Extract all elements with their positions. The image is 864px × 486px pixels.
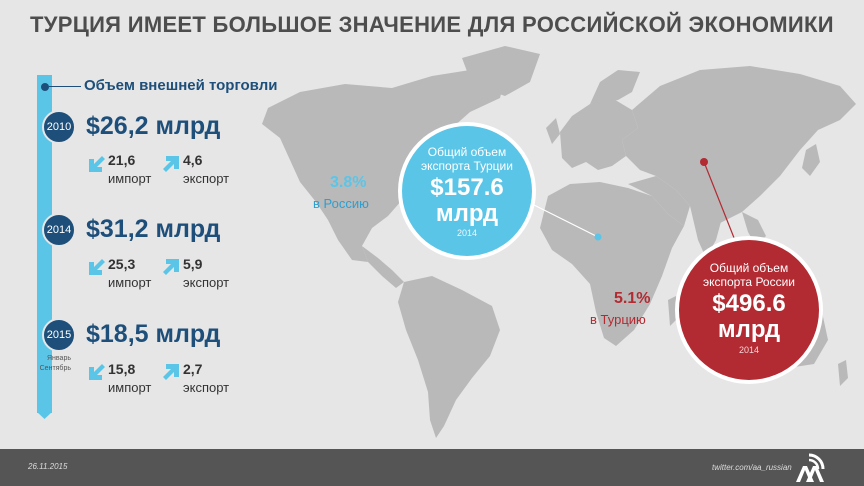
timeline-connector (49, 86, 81, 87)
russia-circle-value: $496.6 (712, 290, 786, 317)
trade-amount-2015: $18,5 млрд (86, 320, 221, 348)
russia-circle-unit: млрд (717, 316, 781, 343)
period-note-end: Сентябрь (39, 365, 71, 372)
turkey-share-percent: 3.8% (330, 174, 367, 191)
import-label-2015: импорт (108, 380, 152, 395)
export-value-2015: 2,7 (183, 361, 203, 377)
footer-date: 26.11.2015 (28, 462, 68, 471)
russia-circle-year: 2014 (738, 345, 760, 355)
arrow-up-right-icon (163, 259, 179, 275)
period-note: Январь Сентябрь (35, 354, 71, 374)
footer-twitter[interactable]: twitter.com/aa_russian (712, 463, 792, 472)
export-label-2015: экспорт (183, 380, 230, 395)
arrow-up-right-icon (163, 364, 179, 380)
trade-amount-2014: $31,2 млрд (86, 215, 221, 243)
turkey-share-label: в Россию (313, 196, 369, 211)
arrow-down-left-icon (89, 259, 105, 275)
turkey-circle-year: 2014 (456, 228, 478, 238)
turkey-circle-line2: экспорта Турции (421, 159, 513, 173)
export-value-2014: 5,9 (183, 256, 203, 272)
footer-bar (0, 449, 864, 486)
page-title: ТУРЦИЯ ИМЕЕТ БОЛЬШОЕ ЗНАЧЕНИЕ ДЛЯ РОССИЙ… (30, 12, 834, 37)
import-value-2015: 15,8 (108, 361, 136, 377)
export-label-2014: экспорт (183, 275, 230, 290)
aa-logo-icon (796, 453, 825, 482)
turkey-export-circle: Общий объем экспорта Турции $157.6 млрд … (402, 126, 532, 256)
import-label-2010: импорт (108, 171, 152, 186)
turkey-circle-unit: млрд (435, 200, 499, 227)
year-badge-2010: 2010 (42, 110, 76, 144)
russia-circle-line2: экспорта России (702, 275, 795, 289)
russia-share-percent: 5.1% (614, 290, 651, 307)
arrow-down-left-icon (89, 156, 105, 172)
timeline-heading: Объем внешней торговли (84, 77, 278, 94)
timeline-bar-end (37, 412, 52, 419)
arrow-down-left-icon (89, 364, 105, 380)
import-value-2014: 25,3 (108, 256, 136, 272)
year-badge-2015: 2015 (42, 318, 76, 352)
russia-share-label: в Турцию (590, 312, 646, 327)
import-value-2010: 21,6 (108, 152, 136, 168)
russia-circle-line1: Общий объем (709, 261, 789, 275)
turkey-circle-value: $157.6 (430, 174, 504, 201)
timeline-dot (41, 83, 49, 91)
export-label-2010: экспорт (183, 171, 230, 186)
turkey-circle-line1: Общий объем (427, 145, 507, 159)
year-badge-2014: 2014 (42, 213, 76, 247)
arrow-up-right-icon (163, 156, 179, 172)
russia-export-circle: Общий объем экспорта России $496.6 млрд … (679, 240, 819, 380)
period-note-start: Январь (47, 355, 71, 362)
import-label-2014: импорт (108, 275, 152, 290)
trade-amount-2010: $26,2 млрд (86, 112, 221, 140)
export-value-2010: 4,6 (183, 152, 203, 168)
